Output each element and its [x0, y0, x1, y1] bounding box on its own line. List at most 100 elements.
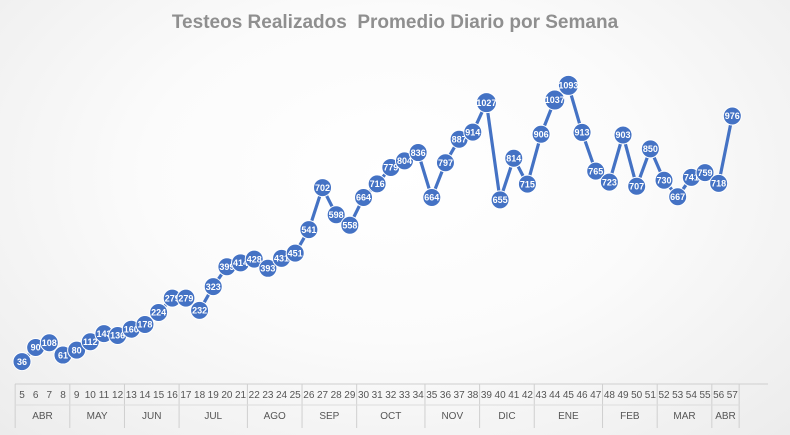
data-point: [408, 143, 428, 163]
data-label: 279: [178, 293, 193, 303]
data-label: 797: [438, 158, 453, 168]
x-tick-label: 15: [153, 390, 165, 401]
data-point: [285, 243, 305, 263]
x-tick-label: 21: [235, 390, 247, 401]
data-point: [326, 205, 346, 225]
data-label: 431: [274, 254, 289, 264]
x-tick-label: 46: [576, 390, 588, 401]
data-point: [39, 333, 59, 353]
data-point: [354, 187, 373, 207]
x-tick-label: 8: [60, 390, 66, 401]
data-point: [490, 190, 510, 210]
data-point: [613, 125, 633, 145]
x-tick-label: 19: [208, 390, 220, 401]
x-tick-label: 22: [249, 390, 261, 401]
data-label: 160: [124, 324, 139, 334]
month-label: FEB: [620, 411, 640, 422]
x-tick-label: 18: [194, 390, 206, 401]
data-point: [557, 74, 579, 96]
data-label: 323: [206, 282, 221, 292]
x-tick-label: 5: [19, 390, 25, 401]
data-label: 61: [58, 350, 68, 360]
data-point: [504, 148, 524, 168]
data-label: 850: [643, 144, 658, 154]
x-tick-label: 9: [74, 390, 80, 401]
month-label: NOV: [441, 411, 463, 422]
x-tick-label: 52: [658, 390, 670, 401]
data-label: 108: [42, 338, 57, 348]
x-tick-label: 48: [604, 390, 616, 401]
data-label: 730: [657, 175, 672, 185]
data-label: 224: [151, 308, 166, 318]
x-tick-label: 44: [549, 390, 561, 401]
x-tick-label: 30: [358, 390, 370, 401]
data-label: 715: [520, 179, 535, 189]
x-tick-label: 7: [47, 390, 53, 401]
data-label: 702: [315, 183, 330, 193]
data-label: 178: [137, 320, 152, 330]
x-tick-label: 55: [699, 390, 711, 401]
x-tick-label: 35: [426, 390, 438, 401]
data-label: 667: [670, 192, 685, 202]
data-label: 887: [452, 134, 467, 144]
data-point: [668, 187, 688, 207]
x-tick-label: 24: [276, 390, 288, 401]
month-label: DIC: [498, 411, 515, 422]
x-tick-label: 38: [467, 390, 479, 401]
data-label: 836: [411, 148, 426, 158]
x-tick-label: 27: [317, 390, 329, 401]
data-point: [244, 249, 264, 269]
data-point: [435, 153, 455, 173]
x-tick-label: 29: [344, 390, 356, 401]
data-point: [709, 173, 729, 193]
data-point: [313, 178, 333, 198]
data-point: [67, 340, 87, 360]
data-point: [722, 106, 742, 126]
x-tick-label: 16: [167, 390, 179, 401]
data-point: [203, 277, 223, 297]
x-tick-label: 28: [331, 390, 343, 401]
data-point: [627, 176, 647, 196]
x-tick-label: 13: [126, 390, 138, 401]
x-tick-label: 25: [290, 390, 302, 401]
data-label: 112: [83, 337, 98, 347]
data-label: 718: [711, 179, 726, 189]
data-label: 428: [247, 254, 262, 264]
data-point: [340, 215, 360, 235]
data-label: 664: [356, 193, 371, 203]
month-label: MAY: [87, 411, 108, 422]
data-label: 741: [684, 173, 699, 183]
data-label: 558: [342, 220, 357, 230]
data-label: 414: [233, 258, 248, 268]
month-label: OCT: [380, 411, 401, 422]
x-tick-label: 57: [727, 390, 739, 401]
x-tick-label: 54: [686, 390, 698, 401]
data-label: 655: [493, 195, 508, 205]
x-tick-label: 40: [495, 390, 507, 401]
data-label: 279: [165, 293, 180, 303]
data-label: 598: [329, 210, 344, 220]
data-point: [463, 122, 483, 142]
x-tick-label: 32: [385, 390, 397, 401]
month-label: AGO: [264, 411, 286, 422]
data-point: [367, 174, 387, 194]
data-point: [135, 314, 155, 334]
data-label: 399: [219, 262, 234, 272]
month-label: JUL: [204, 411, 222, 422]
x-tick-label: 41: [508, 390, 520, 401]
data-label: 136: [110, 331, 125, 341]
x-tick-label: 49: [617, 390, 629, 401]
data-point: [544, 89, 566, 111]
x-tick-label: 45: [563, 390, 575, 401]
data-point: [422, 187, 442, 207]
data-label: 913: [575, 128, 590, 138]
x-tick-label: 42: [522, 390, 534, 401]
x-tick-label: 56: [713, 390, 725, 401]
x-tick-label: 31: [372, 390, 384, 401]
data-point: [12, 352, 32, 372]
x-tick-label: 12: [112, 390, 124, 401]
data-label: 90: [31, 343, 41, 353]
data-point: [599, 172, 619, 192]
data-point: [572, 122, 592, 142]
data-label: 716: [370, 179, 385, 189]
